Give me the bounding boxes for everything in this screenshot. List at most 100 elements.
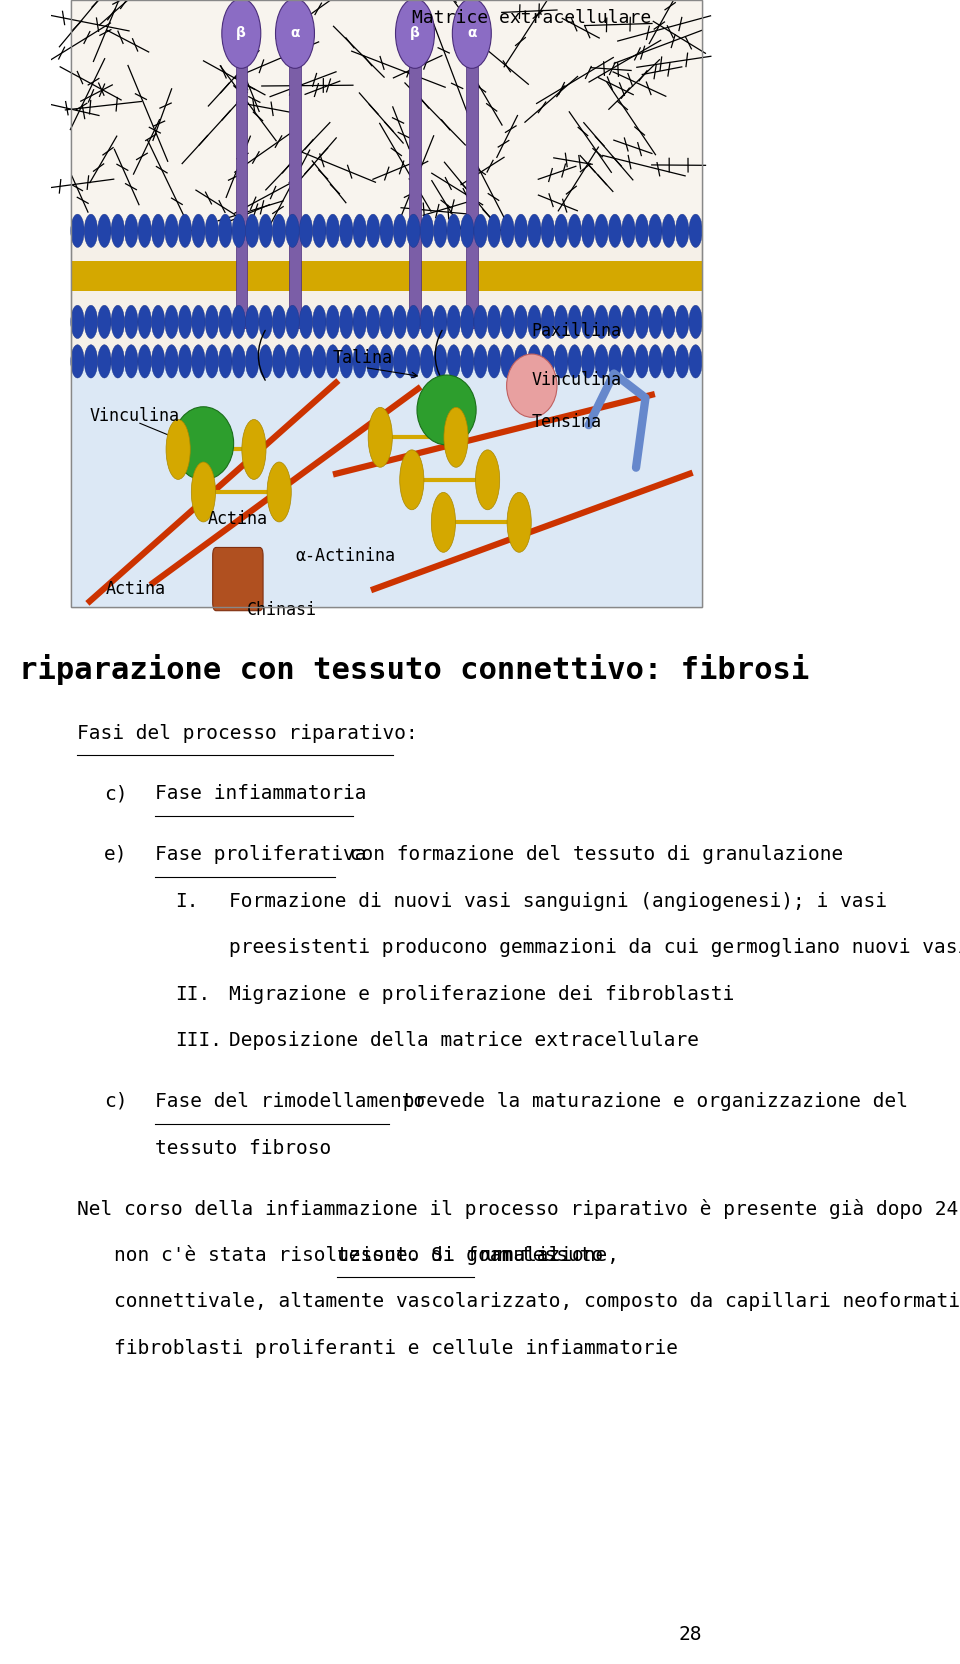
Text: α: α	[468, 27, 476, 40]
Circle shape	[461, 344, 474, 378]
Circle shape	[595, 305, 609, 338]
Circle shape	[444, 408, 468, 468]
Bar	[71, 261, 703, 291]
Circle shape	[313, 344, 326, 378]
Circle shape	[474, 344, 488, 378]
Circle shape	[152, 344, 165, 378]
Circle shape	[326, 305, 340, 338]
Circle shape	[205, 215, 219, 248]
Text: α-Actinina: α-Actinina	[296, 547, 396, 564]
Ellipse shape	[452, 0, 492, 68]
Circle shape	[232, 215, 246, 248]
Circle shape	[434, 344, 447, 378]
Circle shape	[367, 344, 380, 378]
Circle shape	[152, 215, 165, 248]
Circle shape	[111, 344, 125, 378]
FancyBboxPatch shape	[289, 55, 300, 328]
Circle shape	[267, 463, 291, 522]
Circle shape	[474, 305, 488, 338]
Circle shape	[622, 305, 636, 338]
Text: α: α	[290, 27, 300, 40]
Circle shape	[475, 449, 500, 509]
Text: 28: 28	[679, 1626, 703, 1644]
Circle shape	[501, 305, 515, 338]
Circle shape	[528, 215, 541, 248]
Circle shape	[246, 344, 259, 378]
Circle shape	[582, 215, 595, 248]
Circle shape	[165, 215, 179, 248]
Text: La riparazione con tessuto connettivo: fibrosi: La riparazione con tessuto connettivo: f…	[0, 654, 809, 686]
Circle shape	[380, 344, 394, 378]
Circle shape	[125, 215, 138, 248]
Circle shape	[111, 215, 125, 248]
Text: e): e)	[105, 845, 128, 864]
Text: Vinculina: Vinculina	[532, 371, 622, 389]
Circle shape	[595, 215, 609, 248]
Circle shape	[568, 344, 582, 378]
Text: Chinasi: Chinasi	[248, 601, 318, 619]
Text: Fase infiammatoria: Fase infiammatoria	[155, 784, 367, 804]
Circle shape	[636, 344, 649, 378]
Circle shape	[192, 305, 205, 338]
Circle shape	[273, 215, 286, 248]
Circle shape	[84, 305, 98, 338]
Circle shape	[71, 344, 84, 378]
Text: Fase del rimodellamento: Fase del rimodellamento	[155, 1092, 425, 1112]
Circle shape	[689, 305, 703, 338]
Text: Actina: Actina	[208, 511, 268, 527]
Circle shape	[326, 344, 340, 378]
Ellipse shape	[173, 406, 233, 479]
Text: tessuto fibroso: tessuto fibroso	[155, 1138, 331, 1158]
Circle shape	[138, 344, 152, 378]
Circle shape	[313, 305, 326, 338]
Circle shape	[300, 215, 313, 248]
Text: Vinculina: Vinculina	[89, 408, 180, 424]
FancyBboxPatch shape	[235, 55, 247, 328]
Circle shape	[353, 344, 367, 378]
Text: Migrazione e proliferazione dei fibroblasti: Migrazione e proliferazione dei fibrobla…	[228, 985, 733, 1003]
Circle shape	[179, 344, 192, 378]
Text: tessuto di granulazione,: tessuto di granulazione,	[337, 1246, 619, 1265]
Circle shape	[515, 344, 528, 378]
Circle shape	[340, 215, 353, 248]
Circle shape	[125, 344, 138, 378]
Circle shape	[394, 305, 407, 338]
Circle shape	[138, 305, 152, 338]
Circle shape	[447, 344, 461, 378]
Ellipse shape	[396, 0, 435, 68]
Circle shape	[259, 215, 273, 248]
Circle shape	[434, 215, 447, 248]
Circle shape	[676, 215, 689, 248]
Circle shape	[286, 215, 300, 248]
Text: un tessuto: un tessuto	[474, 1246, 604, 1265]
Circle shape	[394, 215, 407, 248]
FancyBboxPatch shape	[409, 55, 420, 328]
Circle shape	[326, 215, 340, 248]
Circle shape	[501, 344, 515, 378]
Circle shape	[219, 344, 232, 378]
Circle shape	[622, 344, 636, 378]
Circle shape	[488, 215, 501, 248]
Circle shape	[407, 305, 420, 338]
Circle shape	[259, 344, 273, 378]
Circle shape	[286, 305, 300, 338]
Circle shape	[165, 305, 179, 338]
FancyBboxPatch shape	[213, 547, 263, 611]
FancyBboxPatch shape	[467, 55, 477, 328]
Circle shape	[300, 305, 313, 338]
Circle shape	[420, 305, 434, 338]
Text: II.: II.	[175, 985, 210, 1003]
Circle shape	[431, 493, 455, 552]
Circle shape	[191, 463, 215, 522]
Circle shape	[219, 305, 232, 338]
Text: I.: I.	[175, 892, 199, 910]
Circle shape	[98, 344, 111, 378]
Circle shape	[555, 344, 568, 378]
Circle shape	[461, 215, 474, 248]
Circle shape	[582, 344, 595, 378]
Bar	[71, 361, 703, 607]
Circle shape	[407, 344, 420, 378]
FancyBboxPatch shape	[71, 0, 703, 607]
Circle shape	[205, 344, 219, 378]
Circle shape	[609, 305, 622, 338]
